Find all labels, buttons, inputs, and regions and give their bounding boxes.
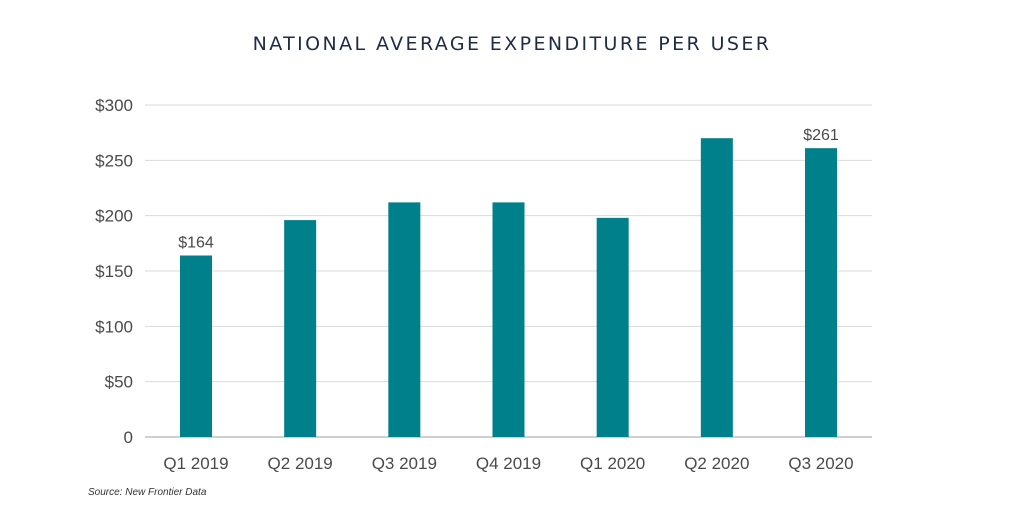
data-label: $164 <box>178 235 214 252</box>
bar-q3-2019 <box>388 202 421 437</box>
y-tick-label: $300 <box>95 96 133 115</box>
x-tick-label: Q3 2020 <box>788 454 853 473</box>
x-tick-label: Q3 2019 <box>372 454 437 473</box>
y-tick-label: $50 <box>105 373 133 392</box>
chart-title: NATIONAL AVERAGE EXPENDITURE PER USER <box>252 33 772 55</box>
y-axis-ticks: 0 $50 $100 $150 $200 $250 $300 <box>95 96 133 447</box>
x-tick-label: Q1 2019 <box>163 454 228 473</box>
bar-q3-2020 <box>805 148 837 437</box>
bars <box>180 138 837 437</box>
y-tick-label: $100 <box>95 317 133 336</box>
x-tick-label: Q2 2019 <box>268 454 333 473</box>
data-labels: $164 $261 <box>178 127 839 251</box>
bar-q1-2019 <box>180 255 212 437</box>
bar-q1-2020 <box>596 217 629 437</box>
y-tick-label: 0 <box>124 428 133 447</box>
x-tick-label: Q4 2019 <box>476 454 541 473</box>
bar-q4-2019 <box>492 202 525 437</box>
x-axis-ticks: Q1 2019 Q2 2019 Q3 2019 Q4 2019 Q1 2020 Q2 20… <box>163 454 853 473</box>
x-tick-label: Q2 2020 <box>684 454 749 473</box>
y-tick-label: $250 <box>95 151 133 170</box>
y-tick-label: $200 <box>95 207 133 226</box>
y-tick-label: $150 <box>95 262 133 281</box>
bar-q2-2019 <box>284 220 317 437</box>
x-tick-label: Q1 2020 <box>580 454 645 473</box>
data-label: $261 <box>803 127 839 144</box>
bar-q2-2020 <box>700 138 733 437</box>
source-note: Source: New Frontier Data <box>88 487 207 498</box>
